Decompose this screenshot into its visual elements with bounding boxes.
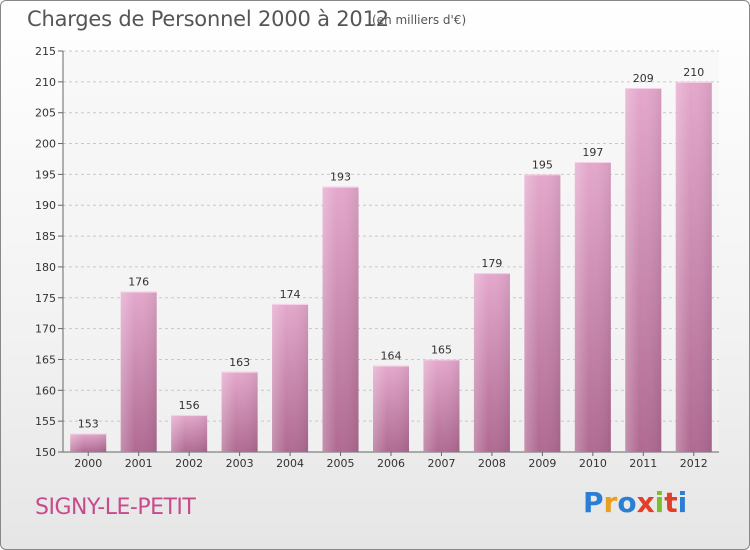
bar-shade [675, 81, 712, 452]
x-tick-label: 2001 [125, 457, 153, 470]
y-tick-label: 205 [35, 107, 56, 120]
data-label: 153 [78, 417, 99, 430]
x-tick-label: 2000 [74, 457, 102, 470]
bar-shade [322, 186, 359, 452]
chart-title: Charges de Personnel 2000 à 2012 [27, 7, 389, 31]
x-tick-label: 2005 [327, 457, 355, 470]
bar-shade [221, 371, 258, 452]
bar-shade [373, 365, 409, 452]
y-tick-label: 155 [35, 415, 56, 428]
y-tick-label: 165 [35, 353, 56, 366]
bar-shade [423, 359, 460, 452]
bar-shade [272, 303, 309, 452]
x-tick-label: 2012 [680, 457, 708, 470]
x-tick-label: 2007 [427, 457, 455, 470]
bar-shade [524, 174, 561, 452]
logo-letter: i [654, 486, 665, 519]
logo-letter: r [603, 486, 618, 519]
bar-shade [473, 273, 510, 452]
commune-name: SIGNY-LE-PETIT [35, 495, 196, 520]
y-tick-label: 170 [35, 323, 56, 336]
x-tick-label: 2003 [226, 457, 254, 470]
bar-shade [70, 433, 107, 452]
data-label: 209 [633, 72, 654, 85]
y-tick-label: 180 [35, 261, 56, 274]
y-tick-label: 175 [35, 292, 56, 305]
bar-shade [171, 414, 208, 452]
data-label: 174 [280, 288, 301, 301]
x-tick-label: 2004 [276, 457, 304, 470]
y-tick-label: 215 [35, 45, 56, 58]
data-label: 165 [431, 343, 452, 356]
y-tick-label: 195 [35, 168, 56, 181]
data-label: 197 [582, 146, 603, 159]
logo-letter: P [583, 486, 604, 519]
x-tick-label: 2008 [478, 457, 506, 470]
data-label: 176 [128, 276, 149, 289]
x-tick-label: 2009 [528, 457, 556, 470]
logo-letter: t [664, 486, 678, 519]
y-tick-label: 200 [35, 138, 56, 151]
chart-subtitle: (en milliers d'€) [372, 13, 467, 27]
x-tick-label: 2002 [175, 457, 203, 470]
x-tick-label: 2010 [579, 457, 607, 470]
data-label: 210 [683, 66, 704, 79]
proxiti-logo: Proxiti [583, 486, 687, 519]
y-tick-label: 150 [35, 446, 56, 459]
logo-letter: o [617, 486, 637, 519]
bar-shade [574, 162, 611, 453]
x-tick-label: 2011 [629, 457, 657, 470]
y-tick-label: 210 [35, 76, 56, 89]
y-tick-label: 160 [35, 384, 56, 397]
data-label: 163 [229, 356, 250, 369]
logo-letter: i [677, 486, 688, 519]
x-tick-label: 2006 [377, 457, 405, 470]
y-tick-label: 185 [35, 230, 56, 243]
data-label: 179 [481, 257, 502, 270]
data-label: 193 [330, 171, 351, 184]
bar-shade [625, 88, 662, 452]
data-label: 164 [381, 350, 402, 363]
bar-shade [120, 291, 157, 452]
data-label: 156 [179, 399, 200, 412]
logo-letter: x [636, 486, 655, 519]
y-tick-label: 190 [35, 199, 56, 212]
data-label: 195 [532, 158, 553, 171]
